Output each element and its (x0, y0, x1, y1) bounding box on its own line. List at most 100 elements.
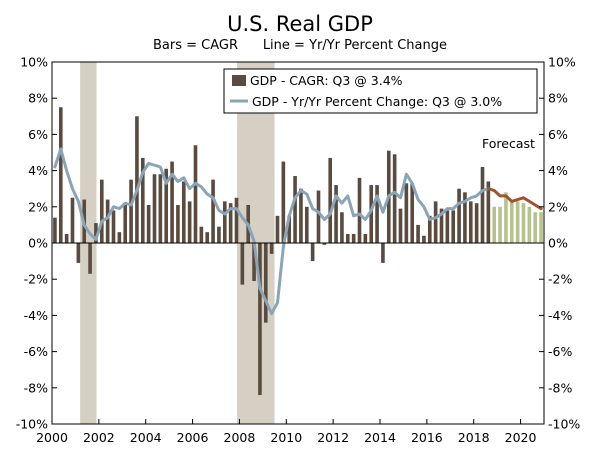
yoy-line (53, 147, 490, 316)
line-layer (53, 147, 543, 316)
cagr-bar-71 (468, 201, 473, 243)
cagr-bar-40 (287, 215, 292, 243)
forecast-bar-2 (504, 192, 508, 243)
y-tick-label-left-1: 8% (28, 91, 48, 106)
y-tick-label-left-7: -4% (24, 308, 48, 323)
y-tick-label-right-3: 4% (548, 163, 568, 178)
x-tick-label-7: 2014 (364, 430, 396, 445)
legend-box (223, 68, 538, 114)
cagr-bar-21 (176, 204, 180, 243)
legend-label-cagr: GDP - CAGR: Q3 @ 3.4% (250, 73, 403, 88)
legend-label-yoy: GDP - Yr/Yr Percent Change: Q3 @ 3.0% (252, 94, 502, 109)
y-tick-label-right-10: -10% (548, 417, 580, 432)
y-tick-label-right-6: -2% (548, 272, 572, 287)
cagr-bar-24 (193, 145, 198, 243)
cagr-bar-74 (486, 181, 491, 243)
cagr-bar-51 (351, 233, 356, 243)
y-tick-label-right-0: 10% (548, 55, 576, 70)
cagr-bar-2 (64, 233, 69, 243)
cagr-bar-15 (140, 157, 145, 243)
cagr-bar-35 (258, 243, 262, 396)
cagr-bar-11 (117, 232, 122, 243)
cagr-bar-19 (164, 168, 169, 243)
cagr-bar-42 (299, 188, 303, 243)
cagr-bar-28 (217, 226, 221, 243)
cagr-bar-50 (345, 233, 350, 243)
cagr-bar-60 (404, 183, 409, 243)
forecast-bar-6 (527, 206, 532, 243)
cagr-bar-53 (363, 233, 368, 243)
cagr-bar-64 (427, 215, 432, 243)
x-tick-label-4: 2008 (224, 430, 256, 445)
cagr-bar-70 (463, 192, 467, 243)
cagr-bar-44 (310, 243, 315, 262)
y-tick-label-right-7: -4% (548, 308, 572, 323)
x-tick-label-1: 2002 (83, 430, 115, 445)
cagr-bar-49 (340, 212, 344, 243)
y-tick-label-right-9: -8% (548, 380, 572, 395)
cagr-bar-38 (275, 215, 280, 243)
cagr-bar-67 (445, 210, 450, 243)
y-tick-label-left-5: 0% (28, 236, 48, 251)
cagr-bar-36 (263, 243, 268, 323)
cagr-bar-13 (129, 179, 133, 243)
cagr-bar-23 (187, 201, 192, 243)
cagr-bar-8 (99, 179, 104, 243)
cagr-bar-41 (293, 176, 297, 243)
forecast-bar-5 (521, 203, 526, 243)
cagr-bar-20 (170, 161, 174, 243)
cagr-bar-3 (70, 197, 75, 243)
cagr-bar-73 (480, 166, 485, 243)
cagr-bar-72 (474, 203, 479, 243)
x-tick-label-0: 2000 (36, 430, 68, 445)
forecast-bar-3 (509, 199, 514, 243)
y-tick-label-left-6: -2% (24, 272, 48, 287)
y-tick-label-right-1: 8% (548, 91, 568, 106)
cagr-bar-17 (152, 174, 157, 243)
cagr-bar-29 (222, 201, 227, 243)
axis-layer: 10% 10% 8% 8% 6% 6% 4% 4% 2% 2% 0% 0% -2% -2% -4% -4% -6… (16, 55, 581, 446)
cagr-bar-18 (158, 174, 163, 243)
cagr-bar-61 (410, 183, 415, 243)
cagr-bar-1 (58, 107, 63, 243)
x-tick-label-10: 2020 (505, 430, 537, 445)
cagr-bar-43 (304, 206, 309, 243)
y-tick-label-right-5: 0% (548, 236, 568, 251)
cagr-bar-63 (422, 235, 426, 243)
cagr-bar-46 (322, 243, 327, 245)
cagr-bar-25 (199, 226, 204, 243)
cagr-bar-7 (94, 223, 98, 243)
cagr-bar-59 (398, 208, 403, 243)
cagr-bar-30 (228, 203, 233, 243)
cagr-bar-52 (357, 177, 362, 243)
y-tick-label-right-4: 2% (548, 199, 568, 214)
cagr-bar-56 (381, 243, 385, 263)
y-tick-label-right-8: -6% (548, 344, 572, 359)
chart-subtitle: Bars = CAGR Line = Yr/Yr Percent Change (153, 38, 447, 53)
cagr-bar-45 (316, 190, 321, 243)
cagr-bar-47 (328, 157, 333, 243)
x-tick-label-5: 2010 (270, 430, 302, 445)
cagr-bar-39 (281, 161, 286, 243)
x-tick-label-8: 2016 (411, 430, 443, 445)
cagr-bar-48 (334, 185, 338, 243)
cagr-bar-69 (457, 188, 461, 243)
cagr-bar-32 (240, 243, 245, 285)
cagr-bar-27 (211, 179, 215, 243)
y-tick-label-left-9: -8% (24, 380, 48, 395)
x-tick-label-3: 2006 (177, 430, 209, 445)
y-tick-label-left-3: 4% (28, 163, 48, 178)
cagr-bar-65 (433, 201, 438, 243)
cagr-bar-26 (205, 232, 210, 243)
cagr-bar-6 (88, 243, 92, 274)
cagr-bar-68 (451, 210, 456, 243)
cagr-bar-12 (123, 203, 128, 243)
y-tick-label-left-0: 10% (20, 55, 48, 70)
forecast-label: Forecast (482, 136, 535, 151)
cagr-bar-10 (111, 210, 116, 243)
y-tick-label-left-10: -10% (16, 417, 48, 432)
forecast-bar-1 (498, 206, 502, 243)
cagr-bar-0 (53, 217, 57, 243)
cagr-bar-16 (146, 204, 151, 243)
